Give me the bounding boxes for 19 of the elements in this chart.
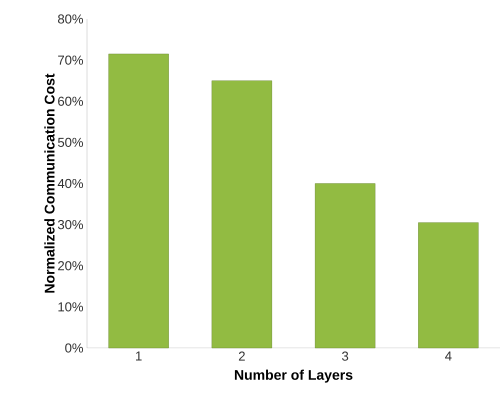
x-tick-label: 1 xyxy=(136,352,142,360)
y-tick-label: 20% xyxy=(58,261,84,270)
y-tick-label: 70% xyxy=(58,56,84,65)
x-tick-label: 4 xyxy=(445,352,452,360)
y-tick-label: 80% xyxy=(58,14,84,24)
bar xyxy=(108,54,169,348)
x-axis-title: Number of Layers xyxy=(234,370,352,383)
y-tick-label: 0% xyxy=(65,343,84,353)
bar xyxy=(212,80,272,348)
y-tick-label: 10% xyxy=(58,302,84,312)
bar xyxy=(418,222,479,348)
y-tick-label: 30% xyxy=(58,220,84,230)
y-tick-label: 50% xyxy=(58,138,84,147)
bar xyxy=(314,183,376,348)
y-tick-label: 60% xyxy=(58,96,84,106)
x-tick-label: 2 xyxy=(238,352,245,361)
y-axis-title: Normalized Communication Cost xyxy=(44,74,55,293)
x-tick-label: 3 xyxy=(342,352,348,361)
y-tick-label: 40% xyxy=(58,178,84,188)
